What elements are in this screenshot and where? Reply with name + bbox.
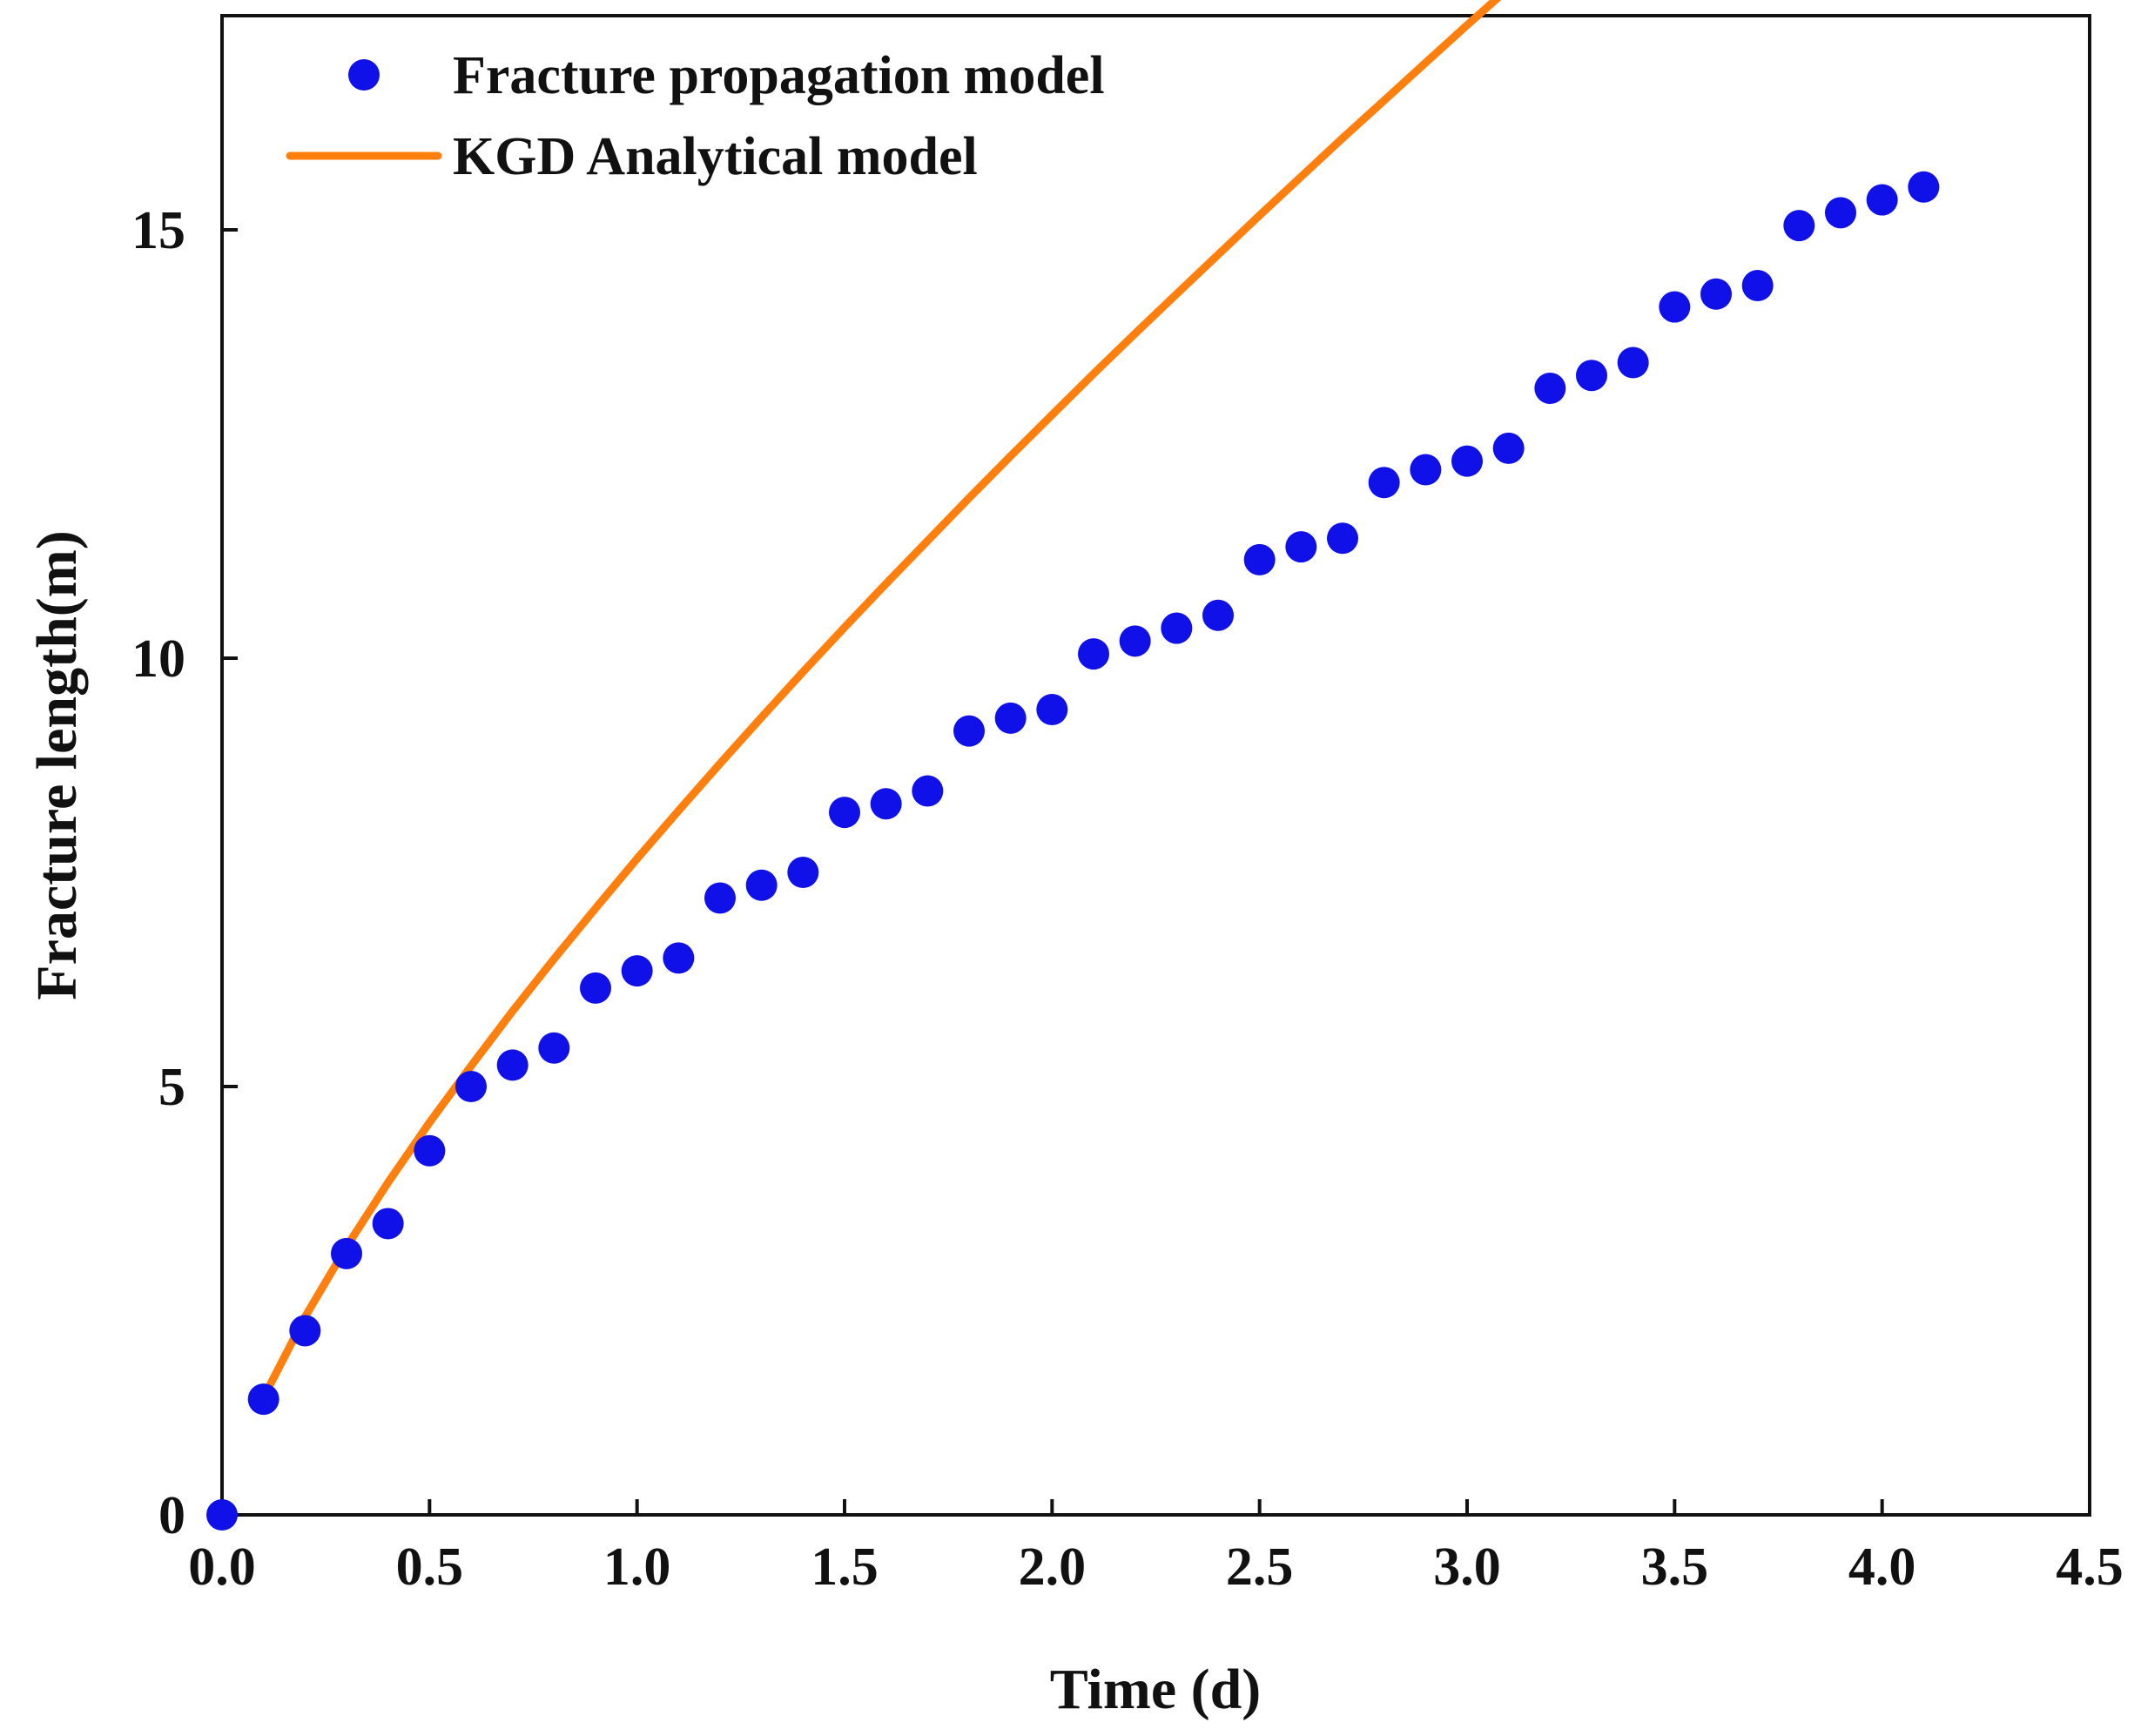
data-point xyxy=(1451,445,1483,477)
data-point xyxy=(745,869,778,901)
x-tick-label: 2.5 xyxy=(1226,1538,1294,1597)
legend-label-line: KGD Analytical model xyxy=(453,127,978,186)
legend-label-scatter: Fracture propagation model xyxy=(453,46,1105,105)
y-axis-title: Fracture length(m) xyxy=(25,530,89,999)
x-tick-label: 3.0 xyxy=(1433,1538,1501,1597)
data-point xyxy=(1119,625,1151,657)
x-tick-label: 1.5 xyxy=(811,1538,879,1597)
y-tick-label: 0 xyxy=(158,1486,185,1545)
legend: Fracture propagation model KGD Analytica… xyxy=(286,46,1105,186)
data-point xyxy=(1700,278,1732,310)
data-point xyxy=(829,797,860,829)
data-point xyxy=(455,1071,487,1102)
data-point xyxy=(538,1032,570,1064)
data-point xyxy=(1285,531,1317,563)
data-point xyxy=(414,1134,446,1167)
data-point xyxy=(663,942,695,974)
data-point xyxy=(331,1237,362,1269)
x-tick-label: 0.5 xyxy=(396,1538,464,1597)
data-point xyxy=(206,1499,238,1531)
data-point xyxy=(787,857,819,888)
data-point xyxy=(994,702,1027,734)
data-point xyxy=(1576,360,1607,392)
data-point xyxy=(1534,373,1566,405)
data-point xyxy=(621,955,653,987)
y-tick-label: 10 xyxy=(131,629,185,689)
data-point xyxy=(1617,347,1649,379)
data-point xyxy=(1866,184,1898,216)
series-line-kgd-analytical xyxy=(259,0,1502,1402)
y-axis: 0 5 10 15 xyxy=(131,201,238,1545)
data-point xyxy=(1368,467,1400,499)
data-point xyxy=(953,715,985,747)
data-point xyxy=(1492,432,1525,464)
x-tick-label: 0.0 xyxy=(188,1538,256,1597)
x-tick-label: 1.0 xyxy=(603,1538,671,1597)
data-point xyxy=(1161,612,1193,644)
data-point xyxy=(289,1315,321,1347)
data-point xyxy=(704,882,736,914)
data-point xyxy=(1741,269,1774,301)
data-point xyxy=(1036,694,1068,726)
x-tick-label: 4.0 xyxy=(1848,1538,1916,1597)
data-point xyxy=(1783,210,1815,242)
x-tick-label: 2.0 xyxy=(1019,1538,1087,1597)
data-point xyxy=(1202,599,1234,631)
x-axis-title: Time (d) xyxy=(1050,1658,1262,1721)
y-tick-label: 5 xyxy=(158,1058,185,1117)
data-point xyxy=(870,788,902,820)
data-point xyxy=(1327,522,1358,555)
data-point xyxy=(372,1208,404,1240)
y-tick-label: 15 xyxy=(131,201,185,260)
plot-area xyxy=(220,14,2091,1517)
data-point xyxy=(912,775,944,807)
data-point xyxy=(247,1383,279,1416)
data-point xyxy=(1825,197,1856,229)
data-point xyxy=(1908,171,1940,203)
data-point xyxy=(1410,454,1442,486)
data-point xyxy=(1659,291,1691,323)
legend-marker-scatter xyxy=(348,59,380,91)
data-point xyxy=(580,972,611,1004)
x-tick-label: 4.5 xyxy=(2056,1538,2124,1597)
x-axis: 0.0 0.5 1.0 1.5 2.0 2.5 3.0 3.5 4.0 4.5 xyxy=(188,1499,2124,1597)
x-tick-label: 3.5 xyxy=(1641,1538,1709,1597)
data-point xyxy=(1078,638,1109,670)
data-point xyxy=(1243,543,1276,575)
data-point xyxy=(496,1049,529,1081)
series-layer xyxy=(206,0,1940,1531)
